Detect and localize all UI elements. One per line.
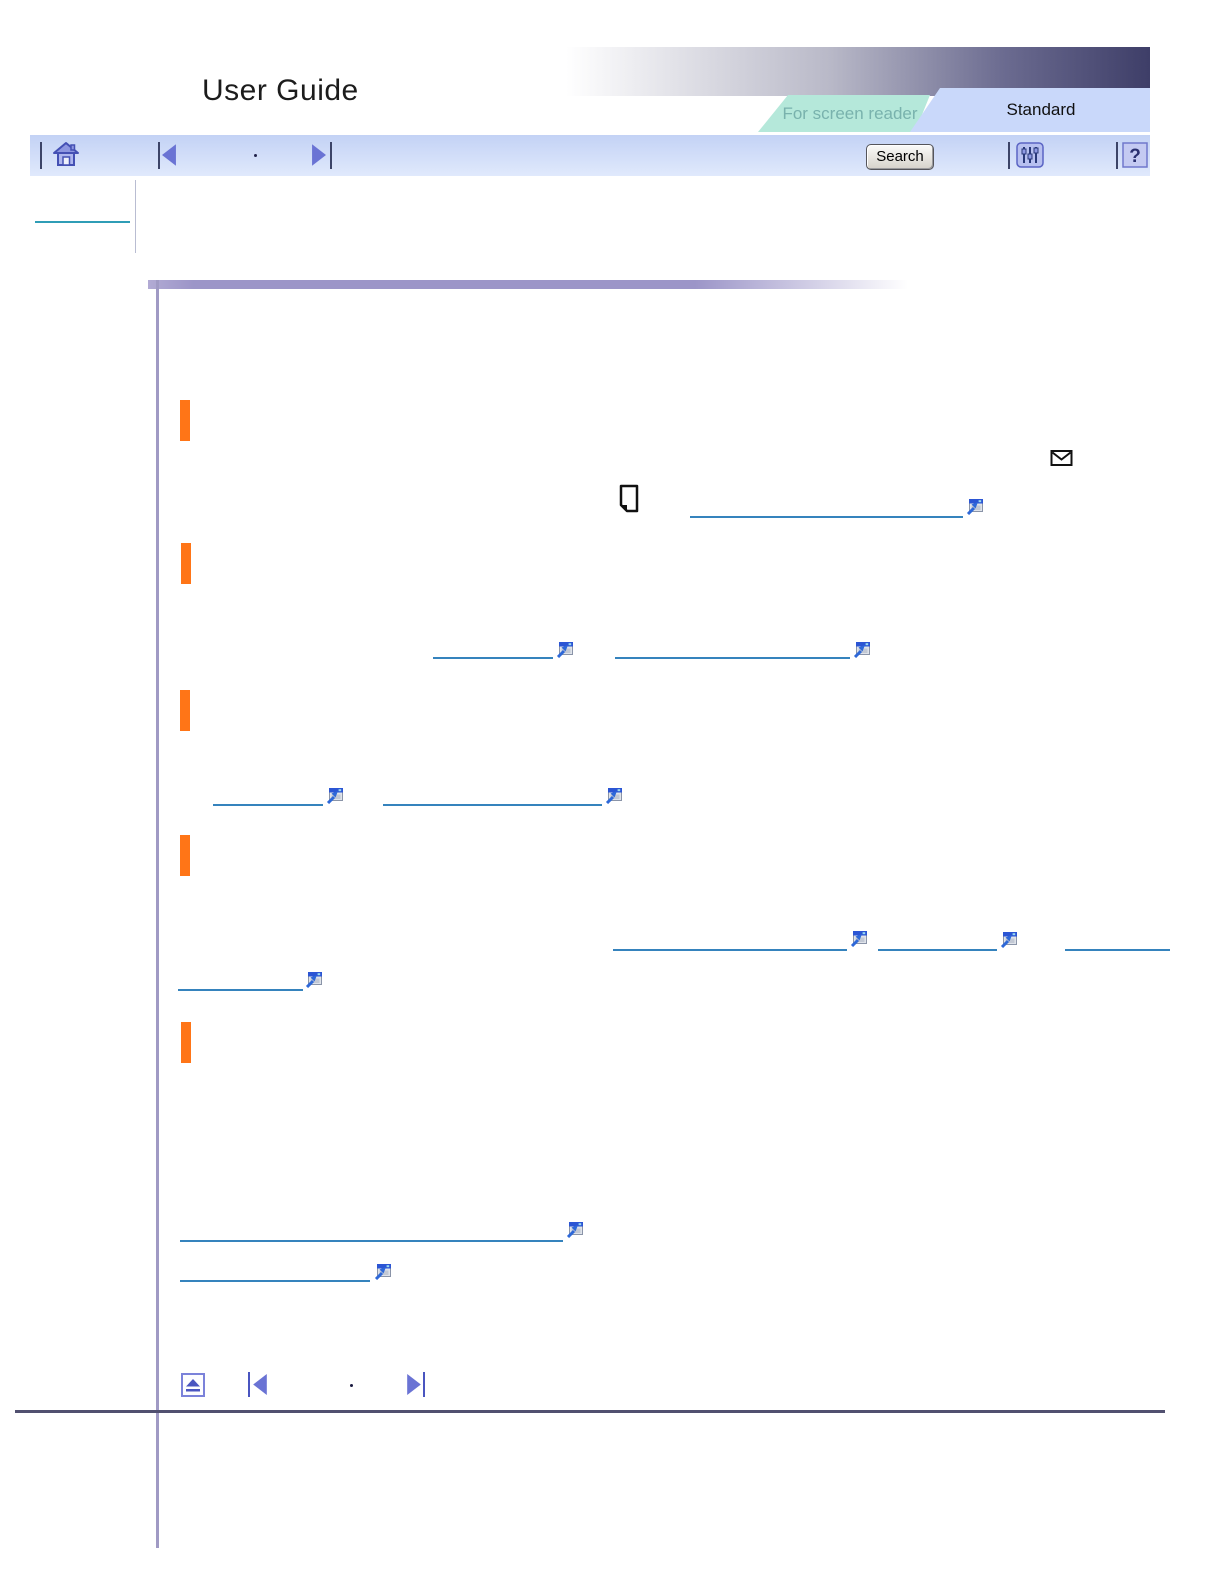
previous-page-icon[interactable] [162, 144, 177, 166]
content-link[interactable] [180, 1240, 563, 1242]
previous-page-icon[interactable] [253, 1374, 268, 1395]
frame-divider [135, 180, 136, 253]
home-icon[interactable] [52, 140, 80, 168]
content-link[interactable] [1065, 949, 1170, 951]
toolbar-separator [1116, 142, 1118, 169]
svg-text:?: ? [1129, 146, 1141, 167]
tab-standard-label: Standard [1006, 100, 1076, 119]
main-toolbar: Search ? [30, 135, 1150, 176]
content-link[interactable] [383, 804, 602, 806]
tab-for-screen-reader[interactable]: For screen reader [758, 95, 930, 132]
breadcrumb-link[interactable] [35, 221, 130, 223]
section-heading-marker [180, 400, 190, 441]
toolbar-separator [1008, 142, 1010, 169]
content-link[interactable] [878, 949, 997, 951]
help-icon[interactable]: ? [1122, 142, 1148, 168]
content-link[interactable] [615, 657, 850, 659]
mail-icon [1050, 449, 1073, 467]
toolbar-separator [40, 142, 42, 169]
footer-separator [248, 1372, 250, 1397]
display-settings-icon[interactable] [1016, 142, 1044, 168]
search-button[interactable]: Search [866, 144, 934, 170]
toolbar-separator [158, 142, 160, 169]
open-in-new-window-icon[interactable] [850, 931, 867, 947]
content-link[interactable] [690, 516, 963, 518]
section-heading-marker [180, 690, 190, 731]
content-link[interactable] [178, 989, 303, 991]
toolbar-separator [330, 142, 332, 169]
content-left-border [156, 280, 159, 1548]
open-in-new-window-icon[interactable] [566, 1222, 583, 1238]
next-page-icon[interactable] [311, 144, 326, 166]
section-heading-marker [181, 543, 191, 584]
content-link[interactable] [433, 657, 553, 659]
next-page-icon[interactable] [406, 1374, 421, 1395]
header-gradient-band [566, 47, 1150, 96]
open-in-new-window-icon[interactable] [605, 788, 622, 804]
tab-standard[interactable]: Standard [910, 88, 1150, 132]
tab-for-screen-reader-label: For screen reader [782, 103, 918, 123]
page-top-icon[interactable] [181, 1373, 205, 1397]
open-in-new-window-icon[interactable] [556, 642, 573, 658]
content-link[interactable] [213, 804, 323, 806]
footer-separator [423, 1372, 425, 1397]
content-link[interactable] [180, 1280, 370, 1282]
section-heading-marker [181, 1022, 191, 1063]
bottom-rule [15, 1410, 1165, 1413]
open-in-new-window-icon[interactable] [326, 788, 343, 804]
open-in-new-window-icon[interactable] [966, 499, 983, 515]
open-in-new-window-icon[interactable] [374, 1264, 391, 1280]
nav-dot [254, 154, 257, 157]
section-heading-marker [180, 835, 190, 876]
open-in-new-window-icon[interactable] [853, 642, 870, 658]
content-link[interactable] [613, 949, 847, 951]
page-title: User Guide [202, 74, 359, 107]
note-icon [618, 484, 640, 513]
nav-dot [350, 1384, 353, 1387]
open-in-new-window-icon[interactable] [1000, 932, 1017, 948]
content-header-bar [148, 280, 908, 289]
open-in-new-window-icon[interactable] [305, 972, 322, 988]
